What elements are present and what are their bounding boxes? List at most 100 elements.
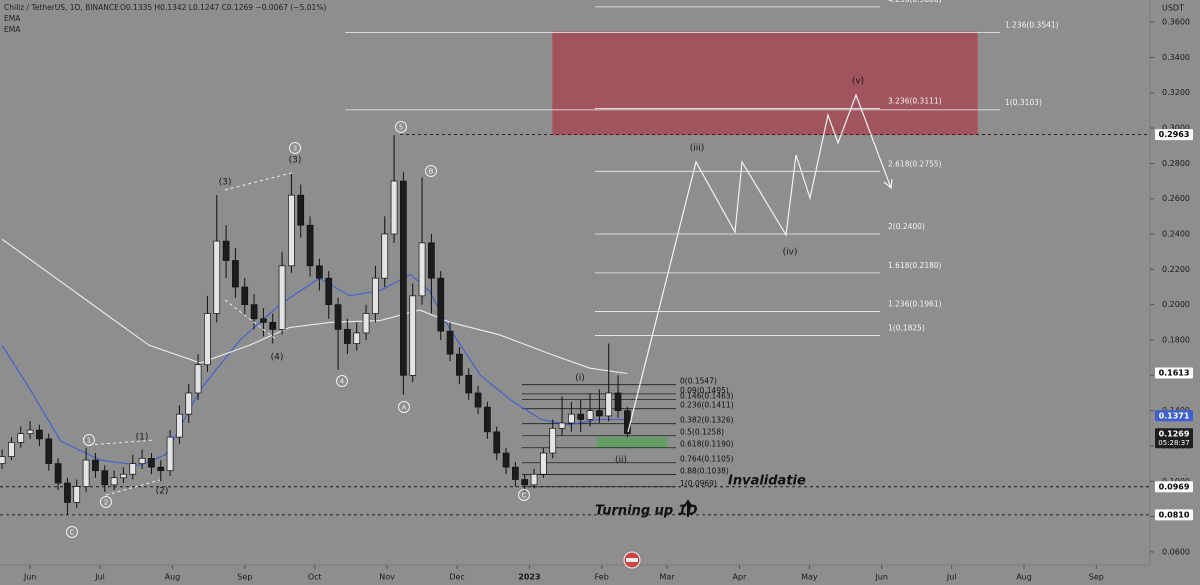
wave-label: C — [522, 492, 527, 500]
candle-body — [250, 304, 258, 320]
candle-body — [521, 479, 529, 486]
annotation-text: Invalidatie — [728, 474, 806, 489]
annotations: (3) (4) (1) (2) (i) (ii) (iii) (iv) (v) … — [136, 77, 865, 519]
candle-body — [353, 332, 361, 344]
wave-label: C — [70, 529, 75, 537]
candle-body — [260, 318, 267, 323]
candle-body — [502, 452, 510, 468]
y-tick-label: 0.0600 — [1162, 547, 1190, 556]
price-tag — [1155, 410, 1193, 422]
countdown-label: 05:28:37 — [1158, 439, 1189, 447]
candle-body — [36, 429, 43, 440]
fib-label: 1(0.0969) — [680, 479, 717, 488]
fib-label: 1(0.3103) — [1005, 98, 1042, 107]
candle-body — [288, 194, 295, 267]
wave-label: (i) — [575, 374, 585, 384]
x-tick-label: Jul — [94, 573, 105, 582]
candle-body — [418, 242, 426, 297]
x-tick-label: Jul — [946, 573, 957, 582]
wave-label: (1) — [136, 433, 149, 443]
wave-circle — [83, 434, 95, 446]
ema-line — [1, 273, 628, 466]
wave-label: 4 — [340, 378, 345, 386]
fib-label: 0.09(0.1495) — [680, 386, 729, 395]
fib-label: 0(0.1547) — [680, 377, 717, 386]
candle-body — [512, 466, 519, 480]
candle-body — [428, 242, 435, 279]
candle-body — [157, 466, 165, 472]
price-tag — [1155, 428, 1193, 449]
ohlc-header: O0.1335 H0.1342 L0.1247 C0.1269 −0.0067 … — [120, 3, 326, 12]
wave-label: 3 — [293, 145, 297, 153]
projection-path — [627, 93, 892, 433]
candle-body — [222, 240, 230, 261]
y-tick-label: 0.2600 — [1162, 194, 1190, 203]
candle-body — [493, 431, 501, 454]
candle-body — [568, 413, 575, 424]
wave-label: (4) — [271, 353, 284, 363]
y-tick-label: 0.2800 — [1162, 159, 1190, 168]
fib-label: 4.236(0.3686) — [888, 0, 942, 4]
x-tick-label: Sep — [1089, 573, 1104, 582]
candle-body — [437, 277, 445, 332]
candle-body — [278, 265, 286, 330]
candle-body — [362, 313, 370, 334]
candle-body — [577, 413, 585, 420]
candle-body — [204, 313, 211, 366]
wave-label: 1 — [87, 437, 91, 445]
x-tick-label: Jun — [23, 573, 37, 582]
target-zone — [552, 31, 978, 136]
x-tick-label: Sep — [237, 573, 252, 582]
candle-body — [129, 463, 137, 475]
x-tick-label: Oct — [308, 573, 322, 582]
candle-body — [82, 459, 90, 487]
candle-body — [138, 457, 146, 464]
fib-label: 0.5(0.1258) — [680, 428, 724, 437]
y-tick-label: 0.3600 — [1162, 18, 1190, 27]
price-tag-label: 0.2963 — [1159, 130, 1190, 139]
candle-body — [297, 194, 305, 226]
x-tick-label: 2023 — [518, 573, 540, 582]
candle-body — [54, 463, 62, 484]
fib-label: 0.382(0.1326) — [680, 416, 734, 425]
candle-body — [596, 410, 603, 417]
y-tick-label: 0.2000 — [1162, 300, 1190, 309]
x-tick-label: Mar — [659, 573, 675, 582]
candle-body — [306, 224, 314, 267]
wave-label: (3) — [219, 178, 232, 188]
fib-label: 0.764(0.1105) — [680, 455, 734, 464]
circled-labels: 12345ABCC3 — [66, 121, 530, 538]
fib-label: 2(0.2400) — [888, 222, 925, 231]
wave-label: (iv) — [783, 248, 798, 258]
candle-body — [176, 413, 183, 438]
x-tick-label: May — [801, 573, 818, 582]
fib-label: 1.236(0.3541) — [1005, 20, 1059, 29]
candle-body — [372, 277, 379, 314]
logo-icon — [626, 558, 638, 562]
wave-label: 2 — [104, 499, 108, 507]
plot-area: 4.236(0.3686) 1.236(0.3541) 3.236(0.3111) 1… — [0, 0, 1150, 516]
wave-label: A — [402, 404, 407, 412]
price-tag-label: 0.1371 — [1159, 411, 1190, 420]
candle-body — [110, 477, 118, 486]
wave-dash — [88, 439, 156, 446]
candle-body — [605, 392, 613, 417]
candle-body — [45, 438, 53, 464]
x-tick-label: Aug — [1016, 573, 1032, 582]
candle-body — [148, 457, 155, 468]
wave-circle — [100, 496, 112, 508]
wave-circle — [398, 401, 410, 413]
wave-label: (2) — [156, 487, 169, 497]
candle-body — [0, 456, 6, 464]
y-tick-label: 0.2200 — [1162, 265, 1190, 274]
candle-body — [17, 433, 25, 443]
candle-body — [549, 427, 557, 454]
y-tick-label: 0.3000 — [1162, 124, 1190, 133]
price-tag-label: 0.1269 — [1159, 429, 1190, 438]
wave-circle — [66, 526, 78, 538]
candle-body — [409, 295, 417, 376]
wave-circle — [289, 142, 301, 154]
candle-body — [614, 392, 622, 411]
y-tick-label: 0.2400 — [1162, 230, 1190, 239]
